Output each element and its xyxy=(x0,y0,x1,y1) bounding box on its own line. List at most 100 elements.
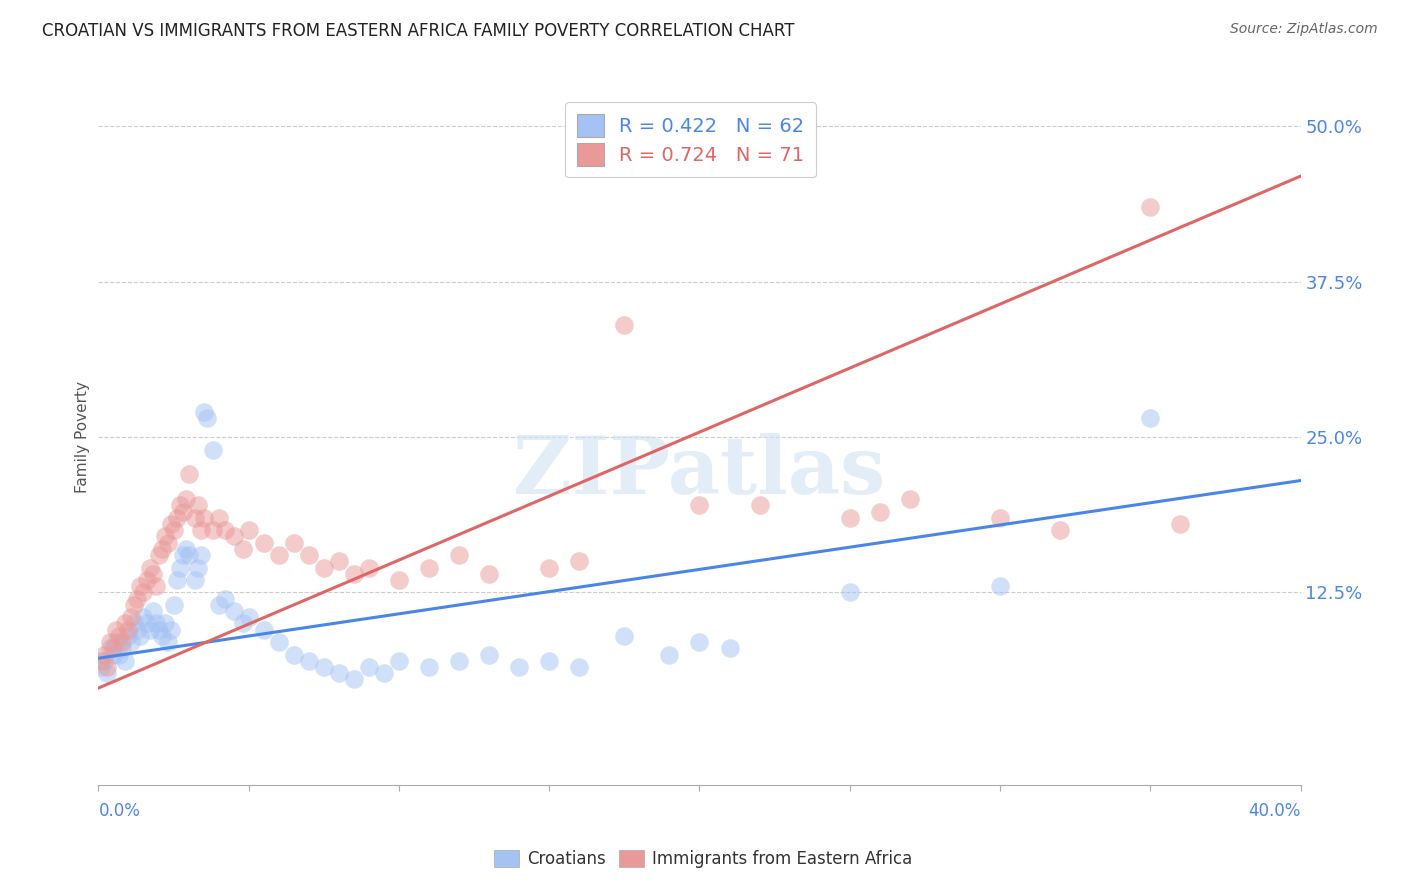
Point xyxy=(166,511,188,525)
Point xyxy=(129,629,152,643)
Point xyxy=(162,598,184,612)
Point xyxy=(187,560,209,574)
Point xyxy=(174,492,197,507)
Point xyxy=(418,560,440,574)
Text: 0.0%: 0.0% xyxy=(98,802,141,820)
Point xyxy=(214,591,236,606)
Point xyxy=(148,548,170,562)
Point xyxy=(838,511,860,525)
Point xyxy=(193,405,215,419)
Point xyxy=(283,535,305,549)
Point xyxy=(447,548,470,562)
Point xyxy=(613,318,636,333)
Point xyxy=(124,598,146,612)
Point xyxy=(312,660,335,674)
Point xyxy=(159,517,181,532)
Point xyxy=(418,660,440,674)
Point xyxy=(190,523,212,537)
Point xyxy=(238,610,260,624)
Point xyxy=(141,604,163,618)
Point xyxy=(357,660,380,674)
Point xyxy=(283,648,305,662)
Point xyxy=(159,623,181,637)
Point xyxy=(135,616,157,631)
Point xyxy=(214,523,236,537)
Text: 40.0%: 40.0% xyxy=(1249,802,1301,820)
Point xyxy=(478,566,501,581)
Point xyxy=(93,648,115,662)
Point xyxy=(90,654,112,668)
Point xyxy=(132,610,155,624)
Point xyxy=(108,629,131,643)
Point xyxy=(222,529,245,543)
Point xyxy=(190,548,212,562)
Point xyxy=(124,616,146,631)
Point xyxy=(121,610,143,624)
Point xyxy=(114,616,136,631)
Point xyxy=(145,579,167,593)
Point xyxy=(138,623,160,637)
Point xyxy=(187,499,209,513)
Point xyxy=(357,560,380,574)
Point xyxy=(568,660,591,674)
Point xyxy=(388,654,411,668)
Point xyxy=(100,635,122,649)
Point xyxy=(129,579,152,593)
Point xyxy=(153,616,176,631)
Point xyxy=(253,535,276,549)
Point xyxy=(145,616,167,631)
Point xyxy=(748,499,770,513)
Text: ZIPatlas: ZIPatlas xyxy=(513,433,886,511)
Point xyxy=(298,548,321,562)
Point xyxy=(193,511,215,525)
Point xyxy=(183,511,205,525)
Point xyxy=(135,573,157,587)
Point xyxy=(127,591,149,606)
Point xyxy=(538,654,561,668)
Point xyxy=(718,641,741,656)
Point xyxy=(103,648,125,662)
Point xyxy=(1170,517,1192,532)
Point xyxy=(447,654,470,668)
Point xyxy=(253,623,276,637)
Y-axis label: Family Poverty: Family Poverty xyxy=(75,381,90,493)
Point xyxy=(153,529,176,543)
Point xyxy=(150,541,173,556)
Point xyxy=(538,560,561,574)
Point xyxy=(388,573,411,587)
Point xyxy=(169,560,191,574)
Point xyxy=(127,623,149,637)
Point xyxy=(132,585,155,599)
Point xyxy=(208,511,231,525)
Point xyxy=(1049,523,1071,537)
Point xyxy=(328,554,350,568)
Point xyxy=(222,604,245,618)
Point xyxy=(156,635,179,649)
Point xyxy=(328,666,350,681)
Point xyxy=(105,635,128,649)
Point xyxy=(169,499,191,513)
Point xyxy=(100,641,122,656)
Point xyxy=(689,635,711,649)
Point xyxy=(478,648,501,662)
Point xyxy=(121,635,143,649)
Point xyxy=(343,566,366,581)
Point xyxy=(103,641,125,656)
Point xyxy=(117,623,139,637)
Point xyxy=(613,629,636,643)
Point xyxy=(208,598,231,612)
Point xyxy=(138,560,160,574)
Point xyxy=(312,560,335,574)
Point xyxy=(201,442,224,457)
Point xyxy=(93,654,115,668)
Point xyxy=(373,666,395,681)
Point xyxy=(232,616,254,631)
Point xyxy=(156,535,179,549)
Point xyxy=(172,505,194,519)
Point xyxy=(150,629,173,643)
Point xyxy=(201,523,224,537)
Point xyxy=(90,660,112,674)
Point xyxy=(267,548,290,562)
Point xyxy=(988,579,1011,593)
Point xyxy=(838,585,860,599)
